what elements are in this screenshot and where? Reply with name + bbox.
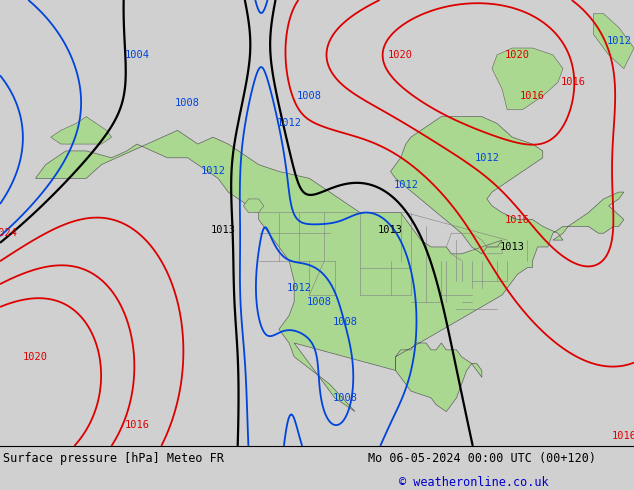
Text: Mo 06-05-2024 00:00 UTC (00+120): Mo 06-05-2024 00:00 UTC (00+120) [368, 452, 596, 465]
Text: 1013: 1013 [500, 242, 525, 252]
Text: 1012: 1012 [287, 283, 312, 293]
Text: 1013: 1013 [210, 225, 236, 235]
Text: 1020: 1020 [388, 50, 413, 60]
Text: 1016: 1016 [520, 91, 545, 101]
Text: 1008: 1008 [332, 318, 358, 327]
Text: 1016: 1016 [124, 420, 150, 430]
Text: Surface pressure [hPa] Meteo FR: Surface pressure [hPa] Meteo FR [3, 452, 224, 465]
Polygon shape [243, 199, 264, 213]
Text: 1012: 1012 [276, 119, 302, 128]
Text: 1008: 1008 [332, 393, 358, 403]
Text: 1016: 1016 [505, 215, 530, 224]
Polygon shape [36, 117, 624, 412]
Polygon shape [593, 14, 634, 69]
Text: 1008: 1008 [297, 91, 322, 101]
Polygon shape [492, 48, 563, 110]
Text: 1020: 1020 [23, 352, 48, 362]
Text: 1004: 1004 [124, 50, 150, 60]
Text: 1016: 1016 [611, 431, 634, 441]
Text: 1008: 1008 [175, 98, 200, 108]
Text: 1012: 1012 [606, 36, 631, 46]
Text: 1024: 1024 [0, 228, 18, 238]
Text: 1008: 1008 [307, 297, 332, 307]
Text: © weatheronline.co.uk: © weatheronline.co.uk [399, 476, 549, 489]
Text: 1016: 1016 [560, 77, 586, 87]
Text: 1012: 1012 [474, 153, 500, 163]
Text: 1020: 1020 [505, 50, 530, 60]
Polygon shape [51, 117, 112, 144]
Text: 1012: 1012 [200, 167, 226, 176]
Text: 1013: 1013 [378, 225, 403, 235]
Text: 1012: 1012 [393, 180, 418, 190]
